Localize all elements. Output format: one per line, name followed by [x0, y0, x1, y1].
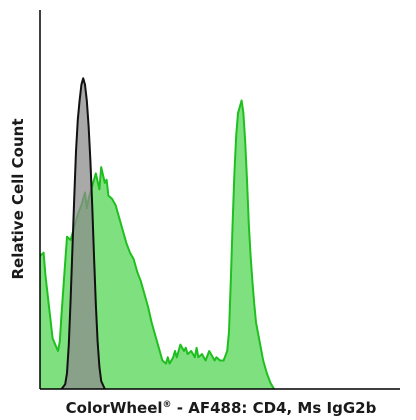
- x-axis-label-registered-mark: ®: [163, 400, 172, 410]
- isotype-histogram-outline: [60, 77, 106, 390]
- plot-area: [39, 77, 275, 390]
- x-axis-label: ColorWheel® - AF488: CD4, Ms IgG2b: [66, 399, 377, 417]
- stained-histogram-area: [40, 100, 274, 389]
- isotype-histogram-area: [61, 78, 105, 390]
- x-axis-label-name: ColorWheel: [66, 399, 163, 417]
- x-axis-label-detail: - AF488: CD4, Ms IgG2b: [172, 399, 377, 417]
- y-axis-label: Relative Cell Count: [9, 118, 27, 279]
